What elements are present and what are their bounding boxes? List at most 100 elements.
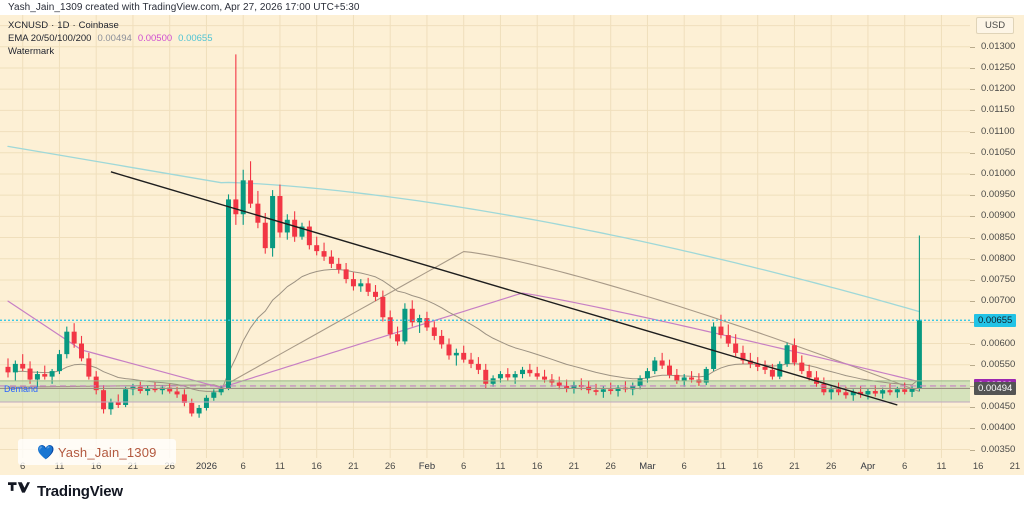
price-axis-tick: 0.01000 [970, 168, 1024, 180]
price-tick-mark [970, 62, 977, 74]
price-tick-label: 0.00450 [981, 401, 1016, 413]
price-axis-tick: 0.01300 [970, 41, 1024, 53]
tradingview-logo-icon [8, 482, 30, 501]
price-axis[interactable]: USD 0.01300 0.01250 0.01200 0.01150 0.01100 0… [970, 15, 1024, 458]
price-tick-label: 0.00800 [981, 252, 1016, 264]
time-axis-tick: 16 [90, 461, 102, 472]
price-badge-dark[interactable]: 0.00494 [974, 381, 1017, 395]
price-tick-mark [970, 168, 977, 180]
time-axis-tick: 2026 [195, 461, 218, 472]
price-tick-mark [970, 274, 977, 286]
price-tick-label: 0.00550 [981, 358, 1016, 370]
price-tick-label: 0.00400 [981, 422, 1016, 434]
price-axis-tick: 0.00400 [970, 422, 1024, 434]
price-tick-mark [970, 210, 977, 222]
time-axis-tick: 26 [605, 461, 616, 472]
price-tick-label: 0.01150 [981, 104, 1015, 116]
price-axis-tick: 0.01050 [970, 147, 1024, 159]
price-tick-mark [970, 104, 977, 116]
time-axis-tick: 26 [825, 461, 837, 472]
price-axis-unit: USD [976, 17, 1015, 34]
price-badge-cyan[interactable]: 0.00655 [974, 313, 1017, 327]
time-axis-tick: 6 [681, 461, 687, 472]
footer-bar: TradingView [0, 475, 1024, 508]
price-tick-mark [970, 83, 977, 95]
price-axis-tick: 0.00850 [970, 232, 1024, 244]
tradingview-brand-text: TradingView [37, 483, 123, 500]
price-axis-tick: 0.00950 [970, 189, 1024, 201]
time-axis-tick: Mar [639, 461, 656, 472]
price-axis-tick: 0.01150 [970, 104, 1024, 116]
time-axis-tick: Apr [860, 461, 876, 472]
price-tick-mark [970, 422, 977, 434]
time-axis-tick: 21 [1009, 461, 1021, 472]
price-tick-label: 0.01300 [981, 40, 1016, 52]
time-axis-tick: 6 [20, 461, 26, 472]
time-axis-tick: 11 [936, 461, 947, 472]
time-axis-tick: 21 [127, 461, 139, 472]
time-axis-tick: 11 [716, 461, 726, 472]
price-axis-tick: 0.00700 [970, 295, 1024, 307]
price-tick-label: 0.01000 [981, 167, 1016, 179]
time-axis-tick: Feb [418, 461, 436, 472]
price-tick-label: 0.00350 [981, 443, 1016, 455]
price-tick-label: 0.00700 [981, 295, 1016, 307]
time-axis-tick: 16 [752, 461, 763, 472]
user-watermark-name: Yash_Jain_1309 [57, 444, 157, 460]
time-axis-tick: 21 [789, 461, 800, 472]
price-tick-mark [970, 253, 977, 265]
price-axis-tick: 0.01250 [970, 62, 1024, 74]
time-axis-tick: 11 [275, 461, 285, 472]
price-tick-mark [970, 126, 977, 138]
price-tick-mark [970, 401, 977, 413]
time-axis-tick: 11 [495, 461, 506, 472]
price-tick-mark [970, 295, 977, 307]
time-axis-tick: 6 [902, 461, 908, 472]
time-axis-tick: 6 [240, 461, 246, 472]
time-axis-tick: 6 [461, 461, 467, 472]
price-tick-label: 0.01100 [981, 125, 1015, 137]
blue-heart-icon: 💙 [37, 444, 55, 460]
time-axis-tick: 16 [311, 461, 322, 472]
price-tick-label: 0.00850 [981, 231, 1016, 243]
price-axis-tick: 0.00350 [970, 444, 1024, 456]
chart-overlays [0, 171, 970, 406]
price-tick-mark [970, 380, 977, 392]
price-tick-mark [970, 316, 977, 328]
time-axis-tick: 16 [972, 461, 984, 472]
price-tick-mark [970, 232, 977, 244]
demand-zone-label: Demand [4, 383, 39, 394]
price-axis-tick: 0.00800 [970, 253, 1024, 265]
price-tick-mark [970, 147, 977, 159]
price-tick-mark [970, 189, 977, 201]
price-tick-label: 0.00950 [981, 189, 1016, 201]
price-tick-mark [970, 359, 977, 371]
time-axis[interactable]: 6 11 16 21 26 2026 6 11 16 21 26 Feb 6 11 16 21 26 Mar 6 11… [0, 458, 1024, 475]
price-tick-mark [970, 41, 977, 53]
time-axis-tick: 21 [348, 461, 359, 472]
price-axis-tick: 0.00900 [970, 210, 1024, 222]
attribution-text: Yash_Jain_1309 created with TradingView.… [8, 2, 360, 13]
price-axis-tick: 0.00550 [970, 359, 1024, 371]
price-tick-label: 0.01250 [981, 61, 1016, 73]
price-axis-tick: 0.01100 [970, 126, 1024, 138]
price-tick-mark [970, 338, 977, 350]
user-watermark-badge: 💙 Yash_Jain_1309 [18, 439, 176, 465]
time-axis-tick: 11 [54, 461, 65, 472]
price-axis-tick: 0.00600 [970, 338, 1024, 350]
plot-area[interactable] [0, 15, 970, 458]
time-axis-tick: 26 [384, 461, 396, 472]
price-tick-label: 0.01200 [981, 83, 1016, 95]
price-tick-label: 0.00750 [981, 273, 1016, 285]
price-tick-label: 0.00900 [981, 210, 1016, 222]
time-axis-tick: 26 [164, 461, 175, 472]
price-tick-label: 0.01050 [981, 146, 1016, 158]
price-axis-tick: 0.01200 [970, 83, 1024, 95]
time-axis-tick: 16 [531, 461, 543, 472]
price-axis-tick: 0.00750 [970, 274, 1024, 286]
time-axis-tick: 21 [568, 461, 580, 472]
price-axis-tick: 0.00450 [970, 401, 1024, 413]
price-tick-mark [970, 444, 977, 456]
chart-frame: XCNUSD · 1D · Coinbase EMA 20/50/100/200… [0, 15, 1024, 475]
